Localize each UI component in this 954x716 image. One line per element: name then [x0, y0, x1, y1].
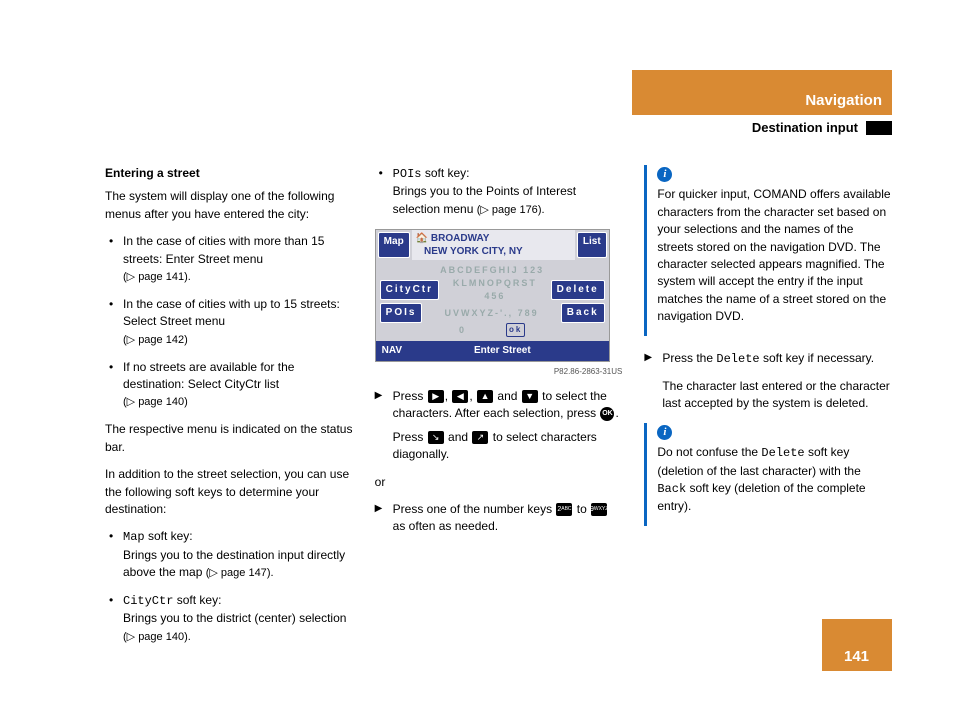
ok-button-icon: OK — [600, 407, 614, 421]
num-key-9-icon: 9WXYZ — [591, 503, 607, 516]
list-item: CityCtr soft key: Brings you to the dist… — [105, 592, 353, 646]
chapter-title: Navigation — [805, 92, 882, 109]
col1-para3: In addition to the street selection, you… — [105, 466, 353, 518]
ss-list-button: List — [577, 232, 607, 258]
section-title: Destination input — [752, 120, 858, 135]
step-delete: Press the Delete soft key if necessary. — [644, 350, 892, 368]
info2-text: Do not confuse the Delete soft key (dele… — [657, 444, 892, 516]
list-item: If no streets are available for the dest… — [105, 359, 353, 412]
column-1: Entering a street The system will displa… — [105, 165, 353, 656]
col1-bullet-list: In the case of cities with more than 15 … — [105, 233, 353, 411]
info-rule — [644, 165, 647, 336]
section-header: Destination input — [752, 120, 892, 135]
column-2: POIs soft key: Brings you to the Points … — [375, 165, 623, 656]
ss-cityctr-button: CityCtr — [380, 280, 439, 301]
list-item: POIs soft key: Brings you to the Points … — [375, 165, 623, 219]
ss-map-button: Map — [378, 232, 410, 258]
info-rule — [644, 423, 647, 526]
column-3: i For quicker input, COMAND offers avail… — [644, 165, 892, 656]
page-content: Entering a street The system will displa… — [105, 165, 892, 656]
ss-pois-button: POIs — [380, 303, 423, 324]
right-arrow-icon: ▶ — [428, 390, 444, 403]
or-separator: or — [375, 474, 623, 491]
col1-softkey-list: Map soft key: Brings you to the destinat… — [105, 528, 353, 645]
delete-explanation: The character last entered or the charac… — [644, 378, 892, 413]
ss-ok-indicator: ok — [506, 323, 525, 337]
nav-screenshot: Map 🏠 BROADWAY NEW YORK CITY, NY List AB… — [375, 229, 610, 363]
down-arrow-icon: ▼ — [522, 390, 538, 403]
ss-address: 🏠 BROADWAY NEW YORK CITY, NY — [412, 230, 575, 260]
ss-char-grid: ABCDEFGHIJ 123 CityCtr KLMNOPQRST 456 De… — [376, 260, 609, 341]
list-item: In the case of cities with up to 15 stre… — [105, 296, 353, 349]
step-select-chars: Press ▶, ◀, ▲ and ▼ to select the charac… — [375, 388, 623, 464]
screenshot-caption: P82.86-2863-31US — [375, 366, 623, 378]
left-arrow-icon: ◀ — [452, 390, 468, 403]
section-marker — [866, 121, 892, 135]
diag-up-icon: ↗ — [472, 431, 488, 444]
list-item: In the case of cities with more than 15 … — [105, 233, 353, 286]
num-key-2-icon: 2ABC — [556, 503, 572, 516]
info-icon: i — [657, 167, 672, 182]
list-item: Map soft key: Brings you to the destinat… — [105, 528, 353, 582]
info-block-2: i Do not confuse the Delete soft key (de… — [644, 423, 892, 526]
info1-text: For quicker input, COMAND offers availab… — [657, 186, 892, 325]
col2-pois-list: POIs soft key: Brings you to the Points … — [375, 165, 623, 219]
col1-heading: Entering a street — [105, 165, 353, 182]
ss-back-button: Back — [561, 303, 605, 324]
ss-status-bar: NAV Enter Street — [376, 341, 609, 362]
col1-para2: The respective menu is indicated on the … — [105, 421, 353, 456]
info-block-1: i For quicker input, COMAND offers avail… — [644, 165, 892, 336]
col1-intro: The system will display one of the follo… — [105, 188, 353, 223]
up-arrow-icon: ▲ — [477, 390, 493, 403]
step-number-keys: Press one of the number keys 2ABC to 9WX… — [375, 501, 623, 536]
chapter-header: Navigation — [632, 70, 892, 115]
info-icon: i — [657, 425, 672, 440]
ss-delete-button: Delete — [551, 280, 605, 301]
diag-down-icon: ↘ — [428, 431, 444, 444]
